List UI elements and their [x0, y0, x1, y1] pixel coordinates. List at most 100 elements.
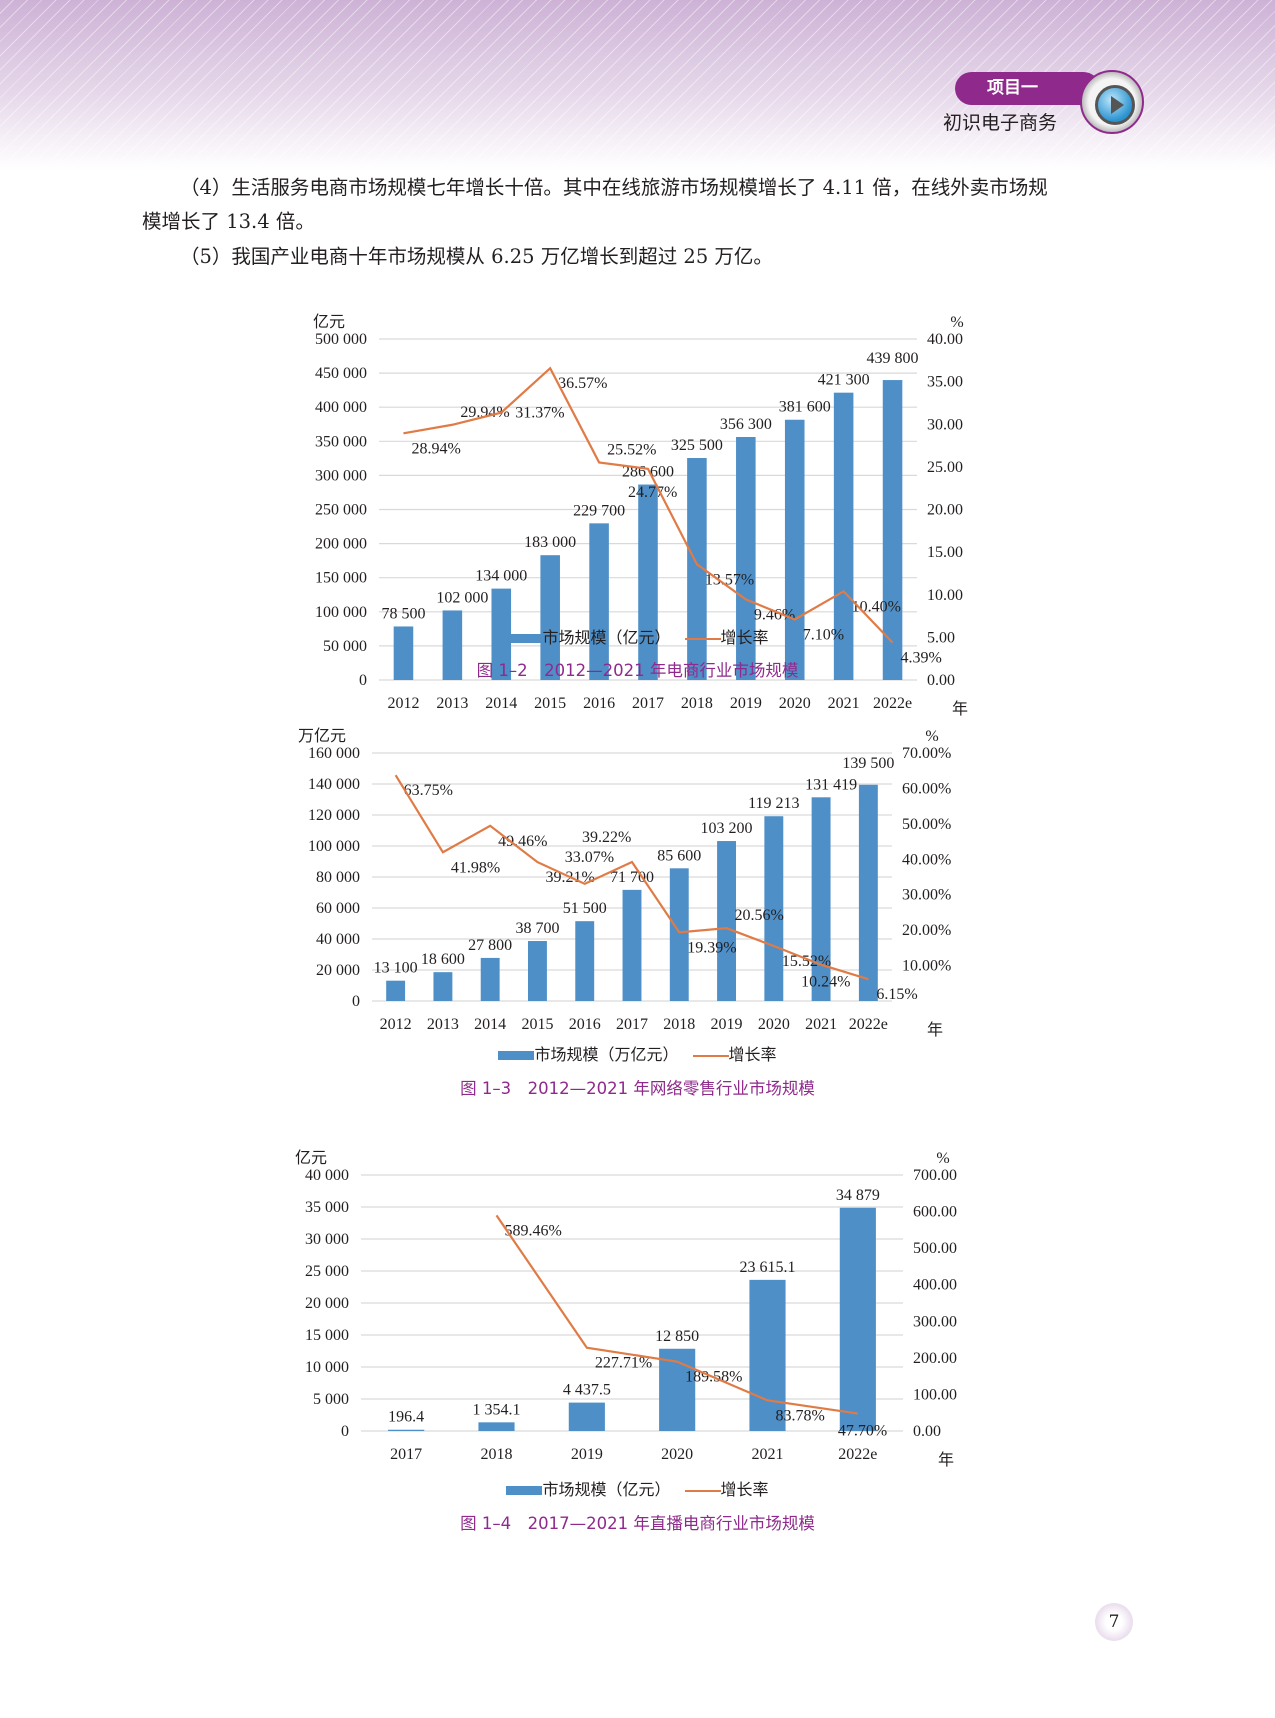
bar-value-label: 12 850 — [655, 1328, 699, 1345]
y-tick-label: 140 000 — [308, 776, 360, 793]
y2-axis-label: % — [925, 728, 938, 745]
x-tick-label: 2018 — [663, 1016, 695, 1033]
play-icon — [1080, 70, 1144, 134]
bar-value-label: 78 500 — [381, 605, 425, 622]
bar-value-label: 139 500 — [842, 755, 894, 772]
y-tick-label: 10 000 — [305, 1359, 349, 1376]
y2-tick-label: 50.00% — [902, 816, 951, 833]
bar — [839, 1207, 876, 1431]
line-value-label: 47.70% — [838, 1423, 887, 1440]
bar-value-label: 34 879 — [836, 1187, 880, 1204]
y-axis-label: 亿元 — [295, 1149, 327, 1167]
project-label: 项目一 — [955, 72, 1100, 105]
bar-value-label: 131 419 — [805, 776, 857, 793]
legend-line-label: 增长率 — [728, 1045, 777, 1064]
bar-value-label: 119 213 — [748, 795, 799, 812]
line-value-label: 31.37% — [515, 405, 564, 422]
y2-tick-label: 0.00 — [913, 1423, 941, 1440]
y2-tick-label: 15.00 — [927, 544, 963, 561]
y-tick-label: 30 000 — [305, 1231, 349, 1248]
x-axis-label: 年 — [927, 1021, 943, 1039]
x-tick-label: 2020 — [661, 1446, 693, 1463]
line-value-label: 41.98% — [451, 859, 500, 876]
y2-tick-label: 10.00 — [927, 587, 963, 604]
bar — [811, 797, 831, 1001]
y2-tick-label: 70.00% — [902, 745, 951, 762]
x-tick-label: 2016 — [583, 695, 615, 712]
x-axis-label: 年 — [952, 700, 968, 718]
line-value-label: 15.52% — [782, 953, 831, 970]
y-axis-label: 亿元 — [313, 313, 345, 331]
y2-tick-label: 400.00 — [913, 1277, 957, 1294]
bar-value-label: 196.4 — [388, 1409, 424, 1426]
line-value-label: 49.46% — [498, 833, 547, 850]
line-value-label: 29.94% — [460, 404, 509, 421]
bar-value-label: 51 500 — [563, 900, 607, 917]
x-tick-label: 2012 — [380, 1016, 412, 1033]
line-value-label: 83.78% — [776, 1407, 825, 1424]
y-axis-label: 万亿元 — [298, 727, 346, 745]
legend-line-swatch — [692, 1054, 729, 1057]
bar — [764, 816, 784, 1001]
figure-caption-1-2: 图 1–2 2012—2021 年电商行业市场规模 — [476, 661, 799, 680]
bar — [480, 957, 500, 1001]
x-tick-label: 2012 — [387, 695, 419, 712]
bar — [858, 784, 878, 1001]
bar — [575, 921, 595, 1001]
y-tick-label: 400 000 — [315, 399, 367, 416]
bar-value-label: 183 000 — [524, 534, 576, 551]
bar-value-label: 18 600 — [421, 951, 465, 968]
paragraph-4-line2: 模增长了 13.4 倍。 — [142, 210, 315, 233]
bar — [528, 941, 547, 1001]
line-value-label: 589.46% — [505, 1222, 562, 1239]
x-tick-label: 2022e — [873, 695, 912, 712]
x-tick-label: 2015 — [534, 695, 566, 712]
page-header-banner: 项目一 初识电子商务 — [0, 0, 1275, 170]
figure-caption-1-4: 图 1–4 2017—2021 年直播电商行业市场规模 — [460, 1514, 815, 1533]
y-tick-label: 150 000 — [315, 570, 367, 587]
bar-value-label: 4 437.5 — [563, 1382, 611, 1399]
x-tick-label: 2016 — [569, 1016, 601, 1033]
bar-value-label: 27 800 — [468, 937, 512, 954]
page-number: 7 — [1095, 1603, 1133, 1641]
x-tick-label: 2021 — [828, 695, 860, 712]
bar — [433, 972, 453, 1001]
x-tick-label: 2020 — [758, 1016, 790, 1033]
y2-tick-label: 500.00 — [913, 1240, 957, 1257]
legend-bar-swatch — [498, 1051, 535, 1060]
x-tick-label: 2022e — [838, 1446, 877, 1463]
y2-tick-label: 60.00% — [902, 780, 951, 797]
line-value-label: 39.22% — [582, 829, 631, 846]
legend-line-swatch — [684, 1489, 721, 1492]
legend-bar-swatch — [506, 1486, 543, 1495]
line-value-label: 10.40% — [852, 598, 901, 615]
y2-tick-label: 30.00% — [902, 887, 951, 904]
growth-rate-line — [495, 1214, 858, 1415]
y-tick-label: 200 000 — [315, 536, 367, 553]
figure-caption-1-3: 图 1–3 2012—2021 年网络零售行业市场规模 — [460, 1079, 815, 1098]
growth-rate-line — [394, 774, 869, 981]
y-tick-label: 500 000 — [315, 331, 367, 348]
legend-bar-label: 市场规模（亿元） — [542, 1480, 671, 1499]
x-tick-label: 2019 — [730, 695, 762, 712]
bar — [749, 1279, 786, 1431]
bar-value-label: 439 800 — [867, 350, 919, 367]
bar-value-label: 325 500 — [671, 437, 723, 454]
growth-rate-line — [403, 366, 894, 644]
y2-tick-label: 20.00 — [927, 502, 963, 519]
y-tick-label: 20 000 — [305, 1295, 349, 1312]
chart-2-legend: 市场规模（万亿元） 增长率 — [0, 1041, 1275, 1065]
y2-tick-label: 300.00 — [913, 1313, 957, 1330]
y2-tick-label: 600.00 — [913, 1204, 957, 1221]
legend-line-swatch — [684, 637, 721, 640]
y2-tick-label: 20.00% — [902, 922, 951, 939]
y-tick-label: 15 000 — [305, 1327, 349, 1344]
x-tick-label: 2017 — [632, 695, 664, 712]
x-tick-label: 2013 — [427, 1016, 459, 1033]
y-tick-label: 250 000 — [315, 502, 367, 519]
y-tick-label: 0 — [352, 993, 360, 1010]
project-title: 初识电子商务 — [943, 112, 1058, 134]
bar — [388, 1429, 425, 1431]
y-tick-label: 35 000 — [305, 1199, 349, 1216]
x-tick-label: 2021 — [752, 1446, 784, 1463]
